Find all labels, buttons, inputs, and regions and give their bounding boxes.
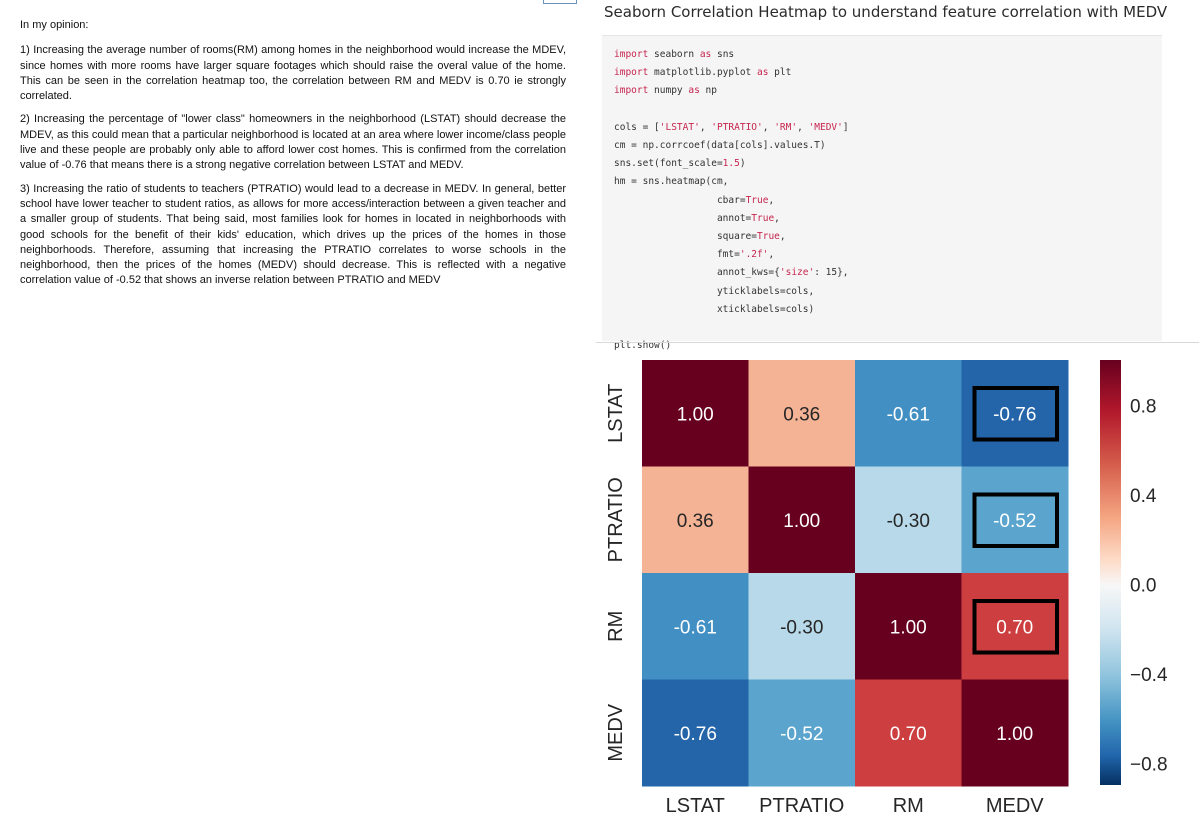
code-line-import-numpy: import numpy as np: [614, 85, 717, 97]
code-line-import-seaborn: import seaborn as sns: [614, 49, 735, 60]
colorbar-tick-label: −0.4: [1130, 665, 1168, 686]
heatmap-cells: [642, 360, 1069, 787]
cell-value-label: 1.00: [996, 724, 1033, 745]
colorbar: [1100, 360, 1121, 785]
y-tick-label: RM: [605, 611, 627, 642]
code-cell[interactable]: import seaborn as sns import matplotlib.…: [602, 35, 1162, 351]
heatmap-cell: [642, 573, 749, 680]
x-tick-label: MEDV: [986, 795, 1044, 813]
explanation-panel: In my opinion: 1) Increasing the average…: [20, 18, 566, 297]
heatmap-cell: [855, 679, 962, 787]
code-line-corrcoef: cm = np.corrcoef(data[cols].values.T): [614, 140, 826, 152]
cell-heading: Seaborn Correlation Heatmap to understan…: [604, 3, 1168, 21]
code-line-sns-set: sns.set(font_scale=1.5): [614, 158, 746, 170]
heatmap-annotations: 1.00 0.36 -0.61 -0.76 0.36 1.00 -0.30 -0.52 -0.6…: [674, 404, 1037, 745]
cell-value-label: -0.30: [780, 617, 823, 638]
cell-value-label: 1.00: [890, 617, 927, 638]
code-line-heatmap: hm = sns.heatmap(cm,: [614, 176, 729, 188]
correlation-heatmap: 1.00 0.36 -0.61 -0.76 0.36 1.00 -0.30 -0.52 -0.6…: [605, 360, 1168, 813]
y-tick-label: PTRATIO: [605, 477, 627, 562]
explanation-point-rm: 1) Increasing the average number of room…: [20, 44, 566, 103]
heatmap-cell: [642, 466, 749, 574]
heatmap-cell: [748, 679, 856, 787]
colorbar-ticks: 0.8 0.4 0.0 −0.4 −0.8: [1130, 397, 1168, 776]
heatmap-cell: [642, 360, 749, 467]
explanation-point-ptratio: 3) Increasing the ratio of students to t…: [20, 182, 566, 287]
colorbar-tick-label: 0.0: [1130, 576, 1156, 597]
heatmap-cell: [855, 360, 962, 467]
cell-value-label: 0.36: [783, 404, 820, 425]
y-axis-labels: LSTAT PTRATIO RM MEDV: [605, 384, 627, 762]
colorbar-tick-label: 0.8: [1130, 397, 1156, 418]
cell-value-label: 1.00: [677, 404, 714, 425]
code-line-kw-annot-kws: annot_kws={'size': 15},: [716, 267, 849, 279]
code-line-import-matplotlib: import matplotlib.pyplot as plt: [614, 67, 792, 79]
highlight-box: [972, 599, 1059, 655]
explanation-intro: In my opinion:: [20, 19, 89, 31]
heatmap-cell: [961, 679, 1069, 787]
code-line-kw-xticklabels: xticklabels=cols): [716, 303, 815, 315]
x-axis-labels: LSTAT PTRATIO RM MEDV: [666, 795, 1045, 813]
code-block[interactable]: import seaborn as sns import matplotlib.…: [614, 46, 849, 355]
highlight-box: [972, 386, 1059, 442]
heatmap-cell: [961, 573, 1069, 680]
heatmap-cell: [961, 360, 1069, 467]
code-line-kw-square: square=True,: [716, 231, 786, 243]
heatmap-cell: [748, 466, 856, 574]
y-tick-label: LSTAT: [605, 384, 627, 443]
x-tick-label: LSTAT: [666, 795, 725, 813]
code-line-kw-yticklabels: yticklabels=cols,: [716, 285, 815, 297]
heatmap-cell: [961, 466, 1069, 574]
heatmap-cell: [748, 360, 856, 467]
explanation-point-lstat: 2) Increasing the percentage of "lower c…: [20, 113, 566, 172]
cell-value-label: -0.61: [887, 404, 930, 425]
cell-value-label: -0.52: [780, 724, 823, 745]
highlight-boxes: [972, 386, 1059, 655]
cell-value-label: 0.70: [996, 617, 1033, 638]
scroll-indicator: [543, 0, 577, 4]
cell-value-label: -0.76: [993, 404, 1036, 425]
code-line-cols: cols = ['LSTAT', 'PTRATIO', 'RM', 'MEDV'…: [614, 121, 849, 133]
code-line-kw-annot: annot=True,: [716, 212, 780, 224]
x-tick-label: PTRATIO: [759, 795, 844, 813]
colorbar-tick-label: 0.4: [1130, 486, 1157, 507]
heatmap-cell: [748, 573, 856, 680]
highlight-box: [972, 492, 1059, 548]
cell-value-label: 0.70: [890, 724, 927, 745]
heatmap-cell: [642, 679, 749, 787]
cell-value-label: 1.00: [783, 511, 820, 532]
code-cell-margin: [1162, 35, 1199, 342]
code-line-kw-cbar: cbar=True,: [716, 194, 775, 206]
cell-value-label: 0.36: [677, 511, 714, 532]
y-tick-label: MEDV: [605, 703, 627, 761]
heatmap-cell: [855, 466, 962, 574]
cell-value-label: -0.76: [674, 724, 717, 745]
code-line-show: plt.show(): [614, 340, 672, 352]
cell-divider: [596, 342, 1199, 343]
cell-value-label: -0.61: [674, 617, 717, 638]
x-tick-label: RM: [893, 795, 924, 813]
heatmap-cell: [855, 573, 962, 680]
cell-value-label: -0.52: [993, 511, 1036, 532]
cell-value-label: -0.30: [887, 511, 930, 532]
colorbar-tick-label: −0.8: [1130, 755, 1168, 776]
code-line-kw-fmt: fmt='.2f',: [716, 249, 775, 261]
